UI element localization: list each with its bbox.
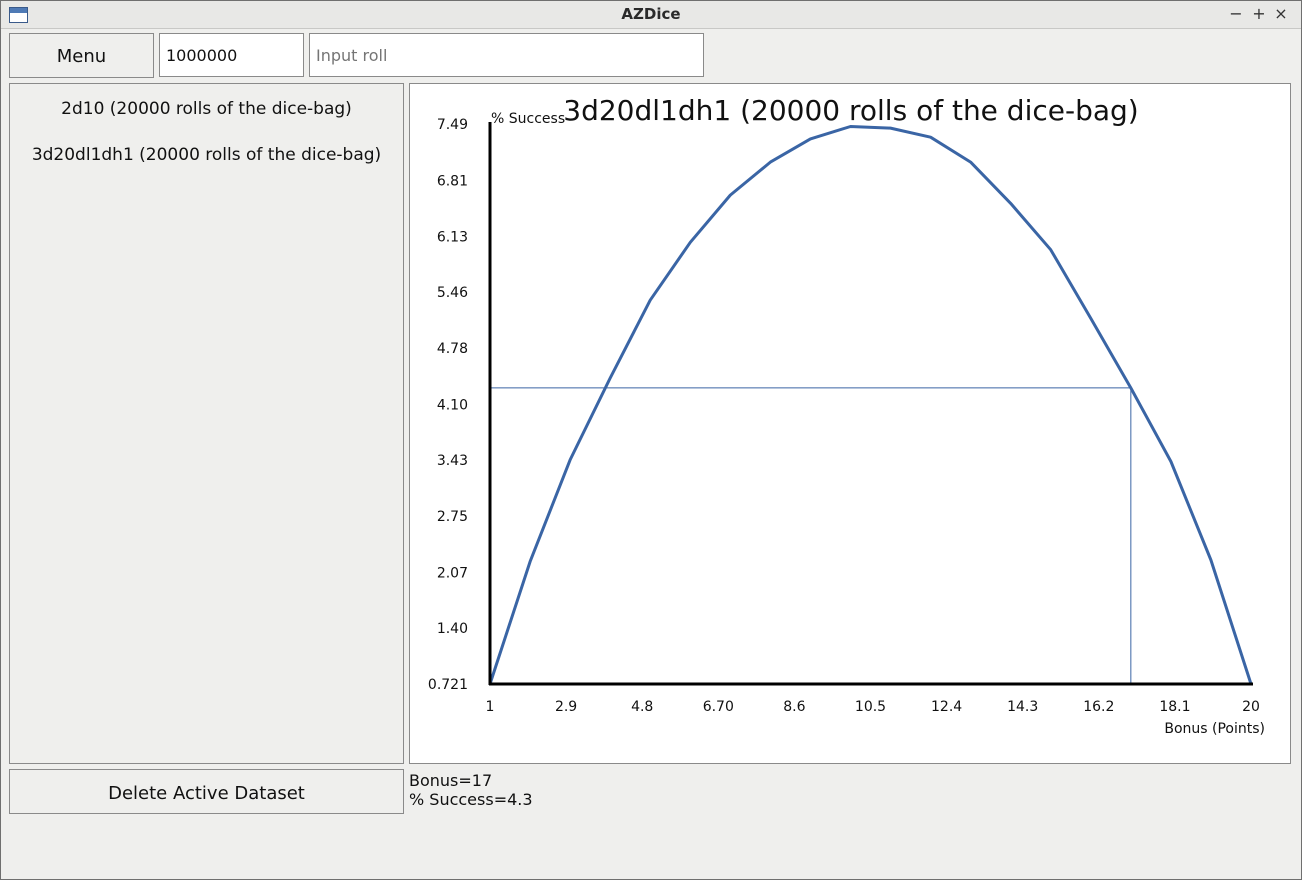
x-tick-label: 4.8 bbox=[631, 699, 653, 715]
y-tick-label: 4.10 bbox=[437, 397, 468, 413]
x-tick-label: 20 bbox=[1242, 699, 1260, 715]
x-tick-label: 18.1 bbox=[1159, 699, 1190, 715]
x-tick-label: 2.9 bbox=[555, 699, 577, 715]
dataset-item-3d20dl1dh1[interactable]: 3d20dl1dh1 (20000 rolls of the dice-bag) bbox=[31, 145, 382, 165]
title-bar[interactable]: AZDice − + × bbox=[1, 1, 1301, 29]
dataset-list: 2d10 (20000 rolls of the dice-bag) 3d20d… bbox=[9, 83, 404, 764]
chart-panel[interactable]: 0.721 1.40 2.07 2.75 3.43 4.10 4.78 5.46 6.13 6.8… bbox=[409, 83, 1291, 764]
y-tick-label: 5.46 bbox=[437, 285, 468, 301]
delete-dataset-button[interactable]: Delete Active Dataset bbox=[9, 769, 404, 814]
x-tick-label: 10.5 bbox=[855, 699, 886, 715]
chart-title: 3d20dl1dh1 (20000 rolls of the dice-bag) bbox=[563, 94, 1138, 127]
y-tick-label: 1.40 bbox=[437, 621, 468, 637]
x-tick-label: 8.6 bbox=[783, 699, 805, 715]
window-title: AZDice bbox=[621, 5, 681, 23]
success-chart[interactable]: 0.721 1.40 2.07 2.75 3.43 4.10 4.78 5.46 6.13 6.8… bbox=[410, 84, 1290, 763]
menu-button[interactable]: Menu bbox=[9, 33, 154, 78]
y-tick-label: 2.07 bbox=[437, 565, 468, 581]
window-app-icon[interactable] bbox=[9, 7, 28, 23]
series-line bbox=[488, 125, 1253, 685]
x-axis-label: Bonus (Points) bbox=[1164, 721, 1265, 737]
dataset-item-2d10[interactable]: 2d10 (20000 rolls of the dice-bag) bbox=[61, 99, 352, 119]
x-tick-label: 1 bbox=[486, 699, 495, 715]
maximize-icon[interactable]: + bbox=[1252, 4, 1266, 23]
y-tick-label: 2.75 bbox=[437, 509, 468, 525]
y-tick-label: 7.49 bbox=[437, 117, 468, 133]
success-readout: % Success=4.3 bbox=[409, 790, 533, 809]
x-tick-label: 14.3 bbox=[1007, 699, 1038, 715]
y-axis-label: % Success bbox=[491, 111, 565, 127]
bonus-readout: Bonus=17 bbox=[409, 771, 493, 790]
y-tick-label: 4.78 bbox=[437, 341, 468, 357]
y-tick-label: 6.81 bbox=[437, 173, 468, 189]
y-tick-label: 3.43 bbox=[437, 453, 468, 469]
minimize-icon[interactable]: − bbox=[1229, 4, 1243, 23]
x-tick-label: 12.4 bbox=[931, 699, 962, 715]
close-icon[interactable]: × bbox=[1274, 4, 1288, 23]
roll-expression-input[interactable] bbox=[309, 33, 704, 77]
y-tick-label: 0.721 bbox=[428, 677, 468, 693]
x-tick-label: 6.70 bbox=[703, 699, 734, 715]
roll-count-input[interactable] bbox=[159, 33, 304, 77]
y-tick-label: 6.13 bbox=[437, 230, 468, 246]
x-tick-label: 16.2 bbox=[1083, 699, 1114, 715]
